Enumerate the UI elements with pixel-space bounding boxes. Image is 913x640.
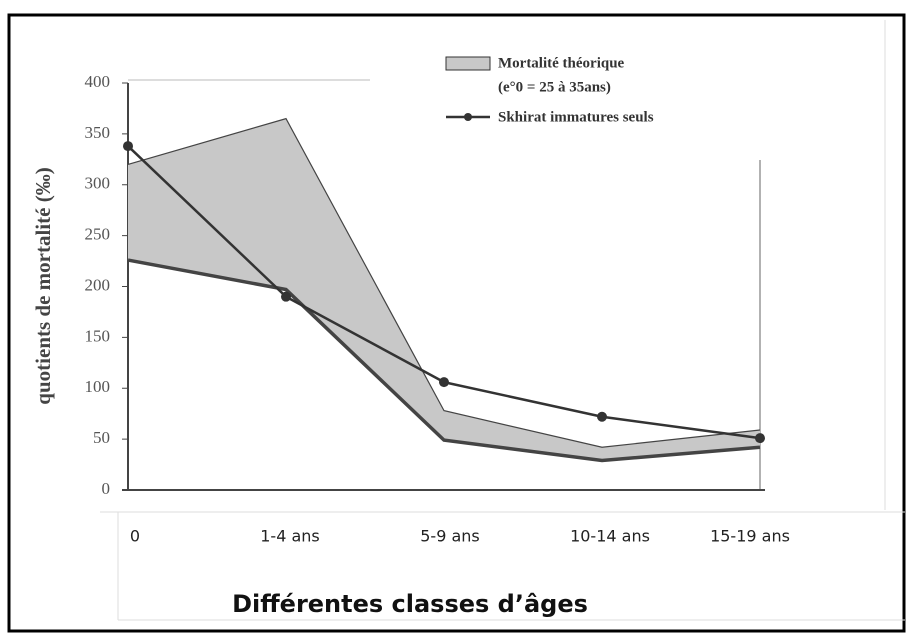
x-tick-label: 15-19 ans	[710, 527, 790, 546]
legend-note: (e°0 = 25 à 35ans)	[498, 79, 611, 95]
y-tick-label: 100	[85, 377, 111, 396]
x-tick-label: 5-9 ans	[420, 527, 480, 546]
x-tick-label: 10-14 ans	[570, 527, 650, 546]
legend-label: Mortalité théorique	[498, 55, 625, 71]
y-tick-label: 150	[85, 326, 111, 345]
band-lower	[127, 258, 761, 463]
y-tick-label: 200	[85, 275, 111, 294]
x-tick-label: 1-4 ans	[260, 527, 320, 546]
band-upper	[127, 117, 761, 448]
frame	[7, 13, 906, 633]
point	[755, 433, 765, 444]
point	[281, 291, 291, 302]
point	[439, 377, 449, 388]
point	[123, 141, 133, 152]
legend-swatch	[445, 56, 491, 71]
y-tick-label: 50	[93, 428, 110, 447]
band-area	[128, 118, 760, 461]
y-tick-label: 250	[85, 225, 111, 244]
x-tick-label: 0	[130, 527, 140, 546]
point	[597, 411, 607, 422]
y-tick-label: 0	[102, 479, 111, 498]
x-axis-label: Différentes classes d’âges	[232, 590, 588, 618]
y-tick-label: 350	[85, 123, 111, 142]
y-axis-label: quotients de mortalité (‰)	[31, 167, 55, 404]
y-tick-label: 400	[85, 72, 111, 91]
y-tick-label: 300	[85, 174, 111, 193]
legend-marker	[464, 113, 472, 121]
legend-label: Skhirat immatures seuls	[498, 109, 654, 125]
